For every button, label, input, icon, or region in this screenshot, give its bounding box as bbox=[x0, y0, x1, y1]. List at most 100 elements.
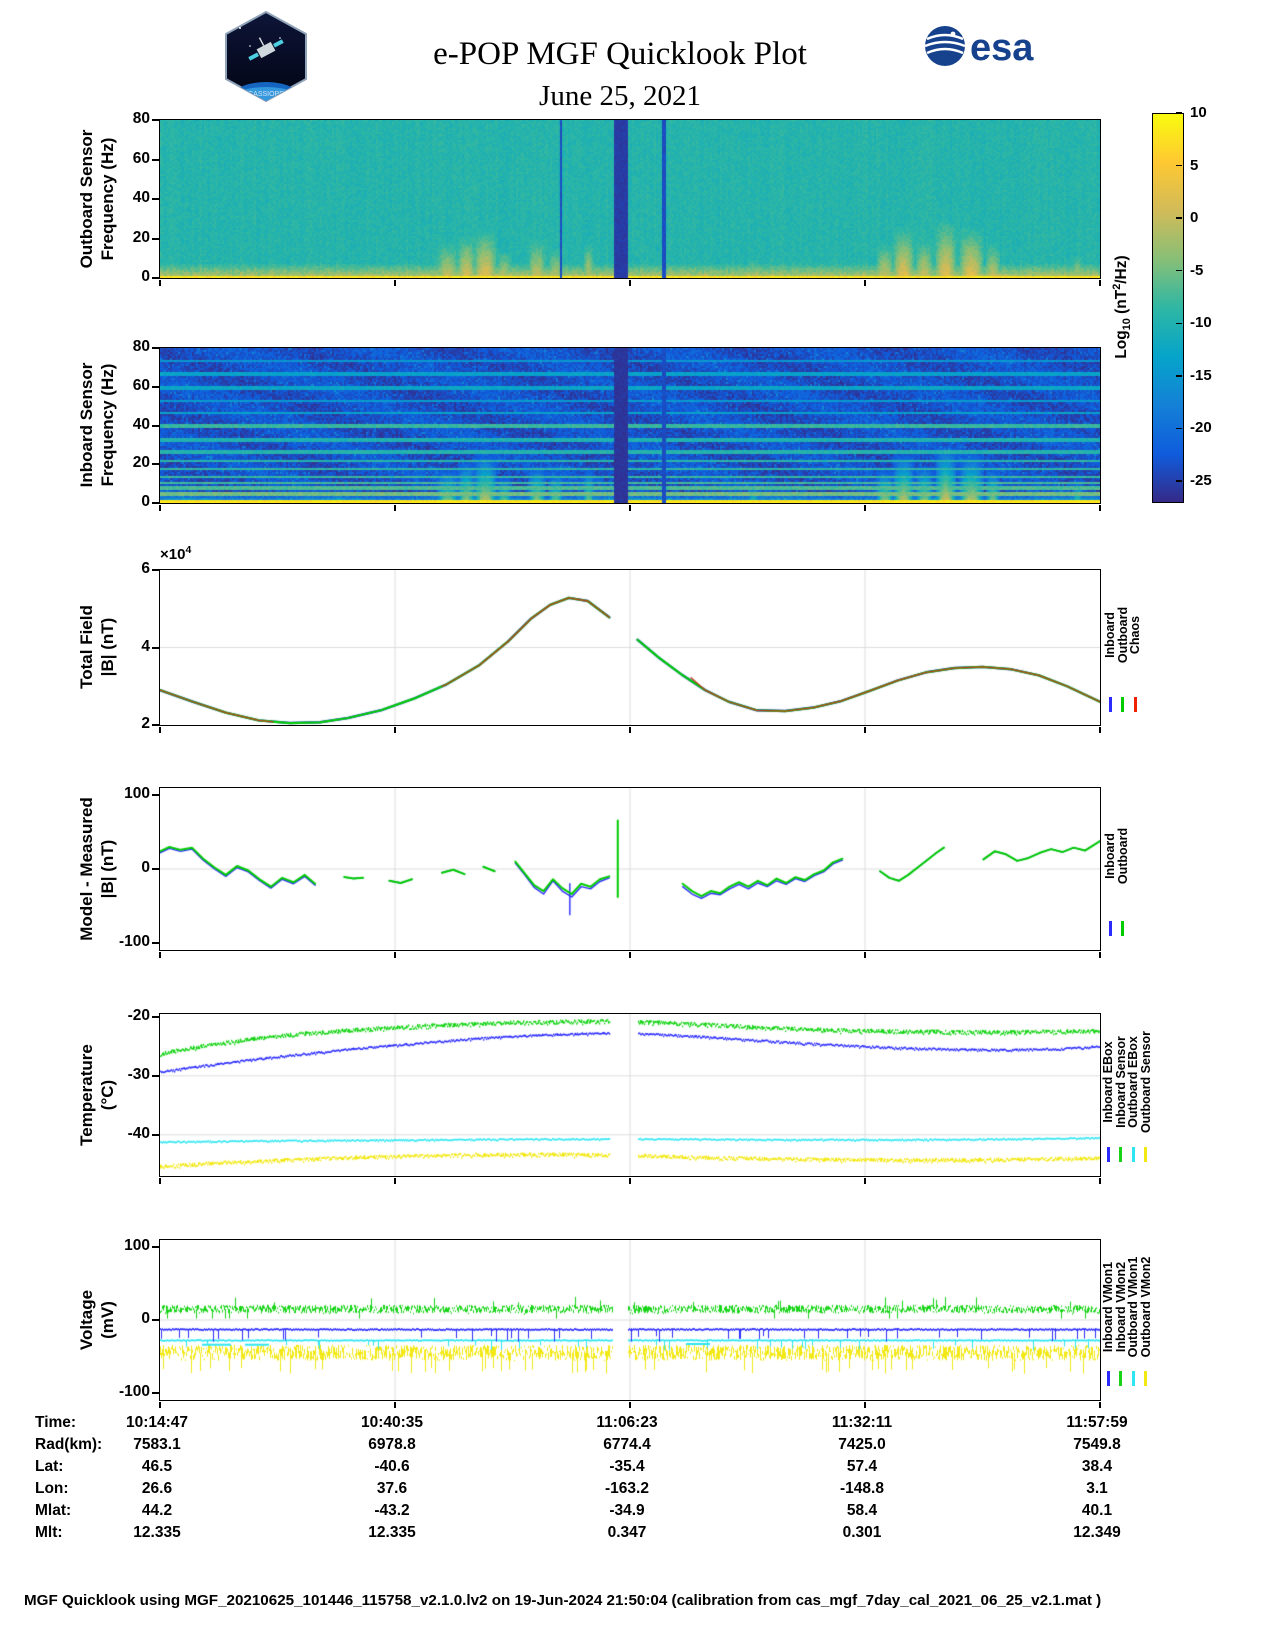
y-tick-mark bbox=[152, 1246, 159, 1249]
y-tick-mark bbox=[152, 502, 159, 504]
x-tick-mark bbox=[1099, 952, 1101, 958]
temperature-canvas bbox=[159, 1013, 1100, 1176]
y-tick-mark bbox=[152, 198, 159, 200]
colorbar-tick-mark bbox=[1176, 480, 1182, 482]
x-tick-mark bbox=[394, 952, 396, 958]
y-tick-label: 60 bbox=[132, 149, 150, 167]
temperature-panel bbox=[158, 1012, 1101, 1177]
x-tick-mark bbox=[1099, 505, 1101, 511]
x-tick-mark bbox=[159, 952, 161, 958]
ephemeris-value: 6978.8 bbox=[368, 1436, 416, 1453]
legend-label-inboard-ebox: Inboard EBox bbox=[1101, 1041, 1115, 1123]
x-tick-mark bbox=[1099, 1402, 1101, 1408]
y-tick-mark bbox=[152, 1319, 159, 1321]
ylabel-line: Inboard Sensor bbox=[76, 362, 96, 488]
legend-label-inboard: Inboard bbox=[1103, 612, 1117, 659]
ephemeris-value: 10:14:47 bbox=[125, 1414, 189, 1431]
ephemeris-value: 3.1 bbox=[1086, 1480, 1108, 1497]
ephemeris-value: 6774.4 bbox=[603, 1436, 651, 1453]
ephemeris-row-label: Mlt: bbox=[35, 1524, 63, 1541]
legend-marker-inboard-vmon1 bbox=[1106, 1371, 1110, 1387]
x-tick-mark bbox=[394, 505, 396, 511]
colorbar-tick-mark bbox=[1176, 217, 1182, 219]
y-tick-label: -100 bbox=[118, 1382, 150, 1400]
x-tick-mark bbox=[1099, 727, 1101, 733]
ephemeris-row-label: Lat: bbox=[35, 1458, 64, 1475]
ephemeris-value: 12.335 bbox=[368, 1524, 416, 1541]
y-tick-label: 6 bbox=[141, 560, 150, 577]
ephemeris-value: 7583.1 bbox=[133, 1436, 181, 1453]
cassiope-mission-patch: CASSIOPE bbox=[220, 8, 312, 110]
y-tick-label: 0 bbox=[141, 1310, 150, 1327]
colorbar-tick-label: -15 bbox=[1190, 366, 1212, 384]
legend-marker-inboard-sensor bbox=[1119, 1146, 1122, 1162]
ephemeris-value: 44.2 bbox=[141, 1502, 173, 1519]
ephemeris-value: -43.2 bbox=[374, 1502, 410, 1519]
y-tick-mark bbox=[152, 1133, 159, 1136]
x-tick-mark bbox=[864, 1178, 866, 1184]
ephemeris-value: 38.4 bbox=[1081, 1458, 1113, 1475]
esa-logo-graphic: esa bbox=[924, 26, 1034, 69]
ephemeris-value: 11:32:11 bbox=[831, 1414, 893, 1431]
ylabel-line: Outboard Sensor bbox=[76, 129, 96, 269]
colorbar-label-part: /Hz) bbox=[1113, 255, 1131, 284]
legend-label-outboard-sensor: Outboard Sensor bbox=[1138, 1030, 1153, 1134]
colorbar-label-part: (nT bbox=[1113, 289, 1131, 319]
colorbar-tick-mark bbox=[1176, 164, 1182, 167]
x-tick-mark bbox=[159, 505, 161, 511]
ephemeris-row-label: Mlat: bbox=[35, 1502, 72, 1519]
ephemeris-value: 12.335 bbox=[133, 1524, 181, 1541]
colorbar-tick-label: 10 bbox=[1190, 104, 1207, 121]
y-tick-label: 4 bbox=[141, 637, 150, 655]
colorbar-tick-mark bbox=[1176, 427, 1182, 430]
colorbar-label-part: 2 bbox=[1110, 283, 1123, 290]
x-tick-mark bbox=[864, 280, 866, 286]
ephemeris-value: -148.8 bbox=[840, 1480, 884, 1497]
esa-logo-text: esa bbox=[970, 27, 1034, 69]
x-tick-mark bbox=[1099, 1178, 1101, 1184]
model-measured-panel bbox=[158, 786, 1101, 951]
total-field-scale-label: ×104 bbox=[160, 544, 191, 563]
colorbar-tick-mark bbox=[1176, 112, 1182, 114]
x-tick-mark bbox=[394, 1402, 396, 1408]
total-field-canvas bbox=[159, 569, 1100, 725]
legend-label-outboard-vmon2: Outboard VMon2 bbox=[1138, 1256, 1153, 1358]
ephemeris-value: 37.6 bbox=[376, 1480, 408, 1497]
legend-label-outboard-ebox: Outboard EBox bbox=[1126, 1036, 1140, 1128]
x-tick-mark bbox=[629, 1178, 631, 1184]
outboard-spectrogram-panel bbox=[158, 118, 1101, 279]
legend-marker-outboard-sensor bbox=[1144, 1146, 1147, 1162]
y-tick-label: -20 bbox=[127, 1006, 150, 1024]
ylabel-line: Voltage bbox=[76, 1289, 96, 1351]
x-tick-mark bbox=[1099, 280, 1101, 286]
ephemeris-row-label: Lon: bbox=[35, 1480, 69, 1497]
legend-label-outboard-vmon1: Outboard VMon1 bbox=[1126, 1256, 1140, 1358]
legend-marker-inboard bbox=[1108, 920, 1112, 936]
ylabel-line: Total Field bbox=[76, 605, 96, 689]
legend-label-outboard: Outboard bbox=[1115, 827, 1130, 885]
legend-marker-inboard-ebox bbox=[1106, 1146, 1110, 1162]
total-field-panel bbox=[158, 568, 1101, 726]
y-tick-label: -100 bbox=[118, 932, 150, 950]
legend-label-inboard: Inboard bbox=[1103, 833, 1117, 879]
colorbar-label-part: Log bbox=[1113, 330, 1131, 359]
y-tick-label: 0 bbox=[141, 268, 150, 285]
ephemeris-value: 7549.8 bbox=[1073, 1436, 1121, 1453]
legend-marker-outboard-vmon1 bbox=[1131, 1371, 1135, 1387]
x-tick-mark bbox=[394, 727, 396, 733]
legend-marker-inboard-vmon2 bbox=[1119, 1371, 1122, 1387]
colorbar-tick-mark bbox=[1176, 322, 1182, 325]
colorbar-tick-label: 5 bbox=[1190, 156, 1199, 174]
x-tick-mark bbox=[864, 727, 866, 733]
ephemeris-value: 11:57:59 bbox=[1066, 1414, 1128, 1431]
colorbar-tick-label: -5 bbox=[1190, 261, 1204, 279]
colorbar-label: Log10 (nT2/Hz) bbox=[1111, 255, 1133, 358]
x-tick-mark bbox=[864, 1402, 866, 1408]
x-tick-mark bbox=[629, 505, 631, 511]
cassiope-patch-text: CASSIOPE bbox=[248, 91, 284, 98]
y-tick-label: 60 bbox=[132, 376, 150, 394]
voltage-panel bbox=[158, 1238, 1101, 1401]
y-tick-mark bbox=[152, 794, 159, 797]
y-tick-label: 20 bbox=[132, 454, 150, 472]
